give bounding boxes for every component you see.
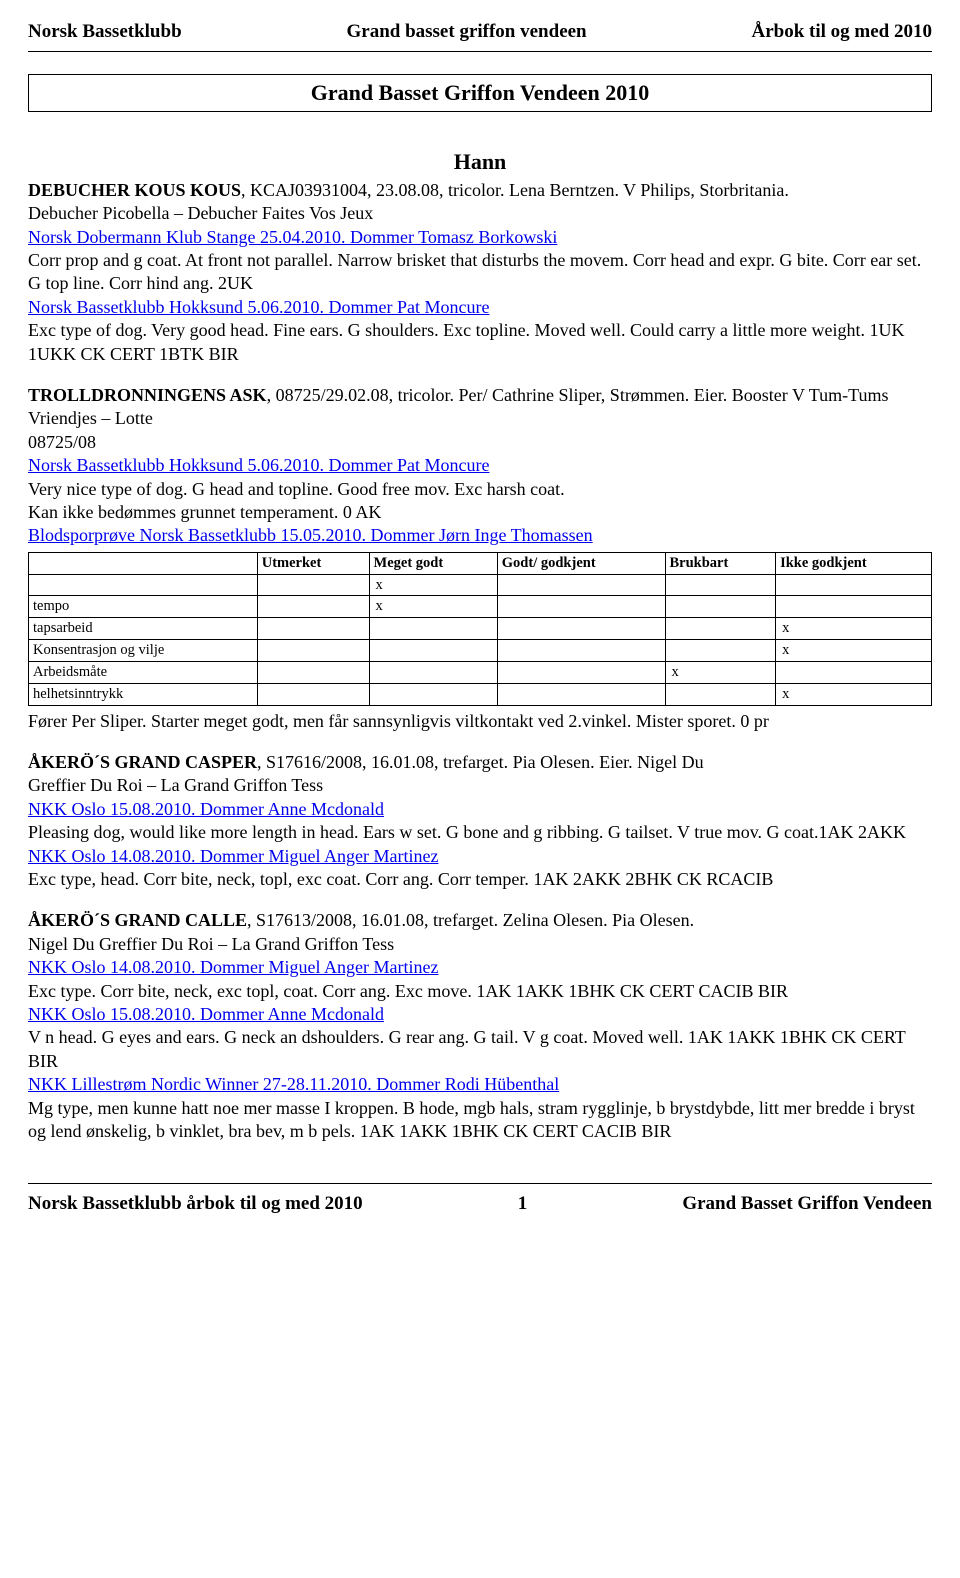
row-label: helhetsinntrykk (29, 683, 258, 705)
dog-name: ÅKERÖ´S GRAND CASPER (28, 752, 257, 772)
score-cell (257, 683, 369, 705)
score-cell (665, 640, 776, 662)
show-link[interactable]: NKK Oslo 14.08.2010. Dommer Miguel Anger… (28, 846, 438, 866)
dog-name: TROLLDRONNINGENS ASK (28, 385, 267, 405)
score-cell: x (776, 640, 932, 662)
score-cell (665, 596, 776, 618)
score-cell (776, 574, 932, 596)
show-link[interactable]: NKK Oslo 15.08.2010. Dommer Anne Mcdonal… (28, 799, 384, 819)
score-cell (497, 596, 665, 618)
entry-calle: ÅKERÖ´S GRAND CALLE, S17613/2008, 16.01.… (28, 909, 932, 1143)
critique-text: Mg type, men kunne hatt noe mer masse I … (28, 1097, 932, 1144)
score-cell (369, 683, 497, 705)
show-link[interactable]: Blodsporprøve Norsk Bassetklubb 15.05.20… (28, 525, 593, 545)
critique-text: Kan ikke bedømmes grunnet temperament. 0… (28, 501, 932, 524)
entry-trolldronningens: TROLLDRONNINGENS ASK, 08725/29.02.08, tr… (28, 384, 932, 733)
pedigree-line: Nigel Du Greffier Du Roi – La Grand Grif… (28, 933, 932, 956)
row-label: Konsentrasjon og vilje (29, 640, 258, 662)
score-cell (497, 618, 665, 640)
score-cell (665, 683, 776, 705)
section-hann: Hann (28, 148, 932, 177)
table-row: Konsentrasjon og vilje x (29, 640, 932, 662)
col-meget-godt: Meget godt (369, 552, 497, 574)
col-godt: Godt/ godkjent (497, 552, 665, 574)
table-row: tapsarbeid x (29, 618, 932, 640)
footer-right: Grand Basset Griffon Vendeen (682, 1192, 932, 1217)
pedigree-line: Greffier Du Roi – La Grand Griffon Tess (28, 774, 932, 797)
score-cell (497, 661, 665, 683)
score-cell (497, 683, 665, 705)
header-center: Grand basset griffon vendeen (346, 20, 586, 45)
critique-text: Pleasing dog, would like more length in … (28, 821, 932, 844)
score-cell: x (369, 574, 497, 596)
score-cell (665, 574, 776, 596)
score-cell (776, 661, 932, 683)
score-cell: x (776, 683, 932, 705)
after-table-text: Fører Per Sliper. Starter meget godt, me… (28, 710, 932, 733)
show-link[interactable]: NKK Lillestrøm Nordic Winner 27-28.11.20… (28, 1074, 559, 1094)
score-cell: x (369, 596, 497, 618)
show-link[interactable]: NKK Oslo 14.08.2010. Dommer Miguel Anger… (28, 957, 438, 977)
col-ikke-godkjent: Ikke godkjent (776, 552, 932, 574)
dog-details: , KCAJ03931004, 23.08.08, tricolor. Lena… (241, 180, 789, 200)
score-cell (257, 640, 369, 662)
score-cell (776, 596, 932, 618)
col-utmerket: Utmerket (257, 552, 369, 574)
header-left: Norsk Bassetklubb (28, 20, 182, 45)
score-cell (257, 574, 369, 596)
critique-text: Exc type of dog. Very good head. Fine ea… (28, 319, 932, 366)
entry-casper: ÅKERÖ´S GRAND CASPER, S17616/2008, 16.01… (28, 751, 932, 891)
title-box: Grand Basset Griffon Vendeen 2010 (28, 74, 932, 113)
score-cell (369, 661, 497, 683)
dog-name: ÅKERÖ´S GRAND CALLE (28, 910, 247, 930)
score-cell: x (665, 661, 776, 683)
critique-text: Exc type, head. Corr bite, neck, topl, e… (28, 868, 932, 891)
critique-text: Very nice type of dog. G head and toplin… (28, 478, 932, 501)
score-table: Utmerket Meget godt Godt/ godkjent Brukb… (28, 552, 932, 706)
show-link[interactable]: NKK Oslo 15.08.2010. Dommer Anne Mcdonal… (28, 1004, 384, 1024)
table-row: tempo x (29, 596, 932, 618)
row-label (29, 574, 258, 596)
page-header: Norsk Bassetklubb Grand basset griffon v… (28, 20, 932, 52)
score-cell: x (776, 618, 932, 640)
show-link[interactable]: Norsk Dobermann Klub Stange 25.04.2010. … (28, 227, 557, 247)
reg-number: 08725/08 (28, 431, 932, 454)
footer-left: Norsk Bassetklubb årbok til og med 2010 (28, 1192, 363, 1217)
row-label: Arbeidsmåte (29, 661, 258, 683)
pedigree-line: Debucher Picobella – Debucher Faites Vos… (28, 202, 932, 225)
row-label: tapsarbeid (29, 618, 258, 640)
table-row: helhetsinntrykk x (29, 683, 932, 705)
dog-details: , S17616/2008, 16.01.08, trefarget. Pia … (257, 752, 704, 772)
score-cell (369, 640, 497, 662)
score-cell (257, 596, 369, 618)
score-cell (497, 640, 665, 662)
footer-page: 1 (518, 1192, 528, 1217)
show-link[interactable]: Norsk Bassetklubb Hokksund 5.06.2010. Do… (28, 297, 489, 317)
critique-text: Corr prop and g coat. At front not paral… (28, 249, 932, 296)
show-link[interactable]: Norsk Bassetklubb Hokksund 5.06.2010. Do… (28, 455, 489, 475)
critique-text: V n head. G eyes and ears. G neck an dsh… (28, 1026, 932, 1073)
col-brukbart: Brukbart (665, 552, 776, 574)
table-row: x (29, 574, 932, 596)
row-label: tempo (29, 596, 258, 618)
dog-name: DEBUCHER KOUS KOUS (28, 180, 241, 200)
header-right: Årbok til og med 2010 (751, 20, 932, 45)
score-cell (369, 618, 497, 640)
page-title: Grand Basset Griffon Vendeen 2010 (311, 80, 650, 105)
critique-text: Exc type. Corr bite, neck, exc topl, coa… (28, 980, 932, 1003)
score-cell (257, 661, 369, 683)
entry-debucher: DEBUCHER KOUS KOUS, KCAJ03931004, 23.08.… (28, 179, 932, 366)
score-cell (257, 618, 369, 640)
score-cell (497, 574, 665, 596)
dog-details: , S17613/2008, 16.01.08, trefarget. Zeli… (247, 910, 694, 930)
table-header-row: Utmerket Meget godt Godt/ godkjent Brukb… (29, 552, 932, 574)
col-blank (29, 552, 258, 574)
table-row: Arbeidsmåte x (29, 661, 932, 683)
page-footer: Norsk Bassetklubb årbok til og med 2010 … (28, 1183, 932, 1217)
score-cell (665, 618, 776, 640)
